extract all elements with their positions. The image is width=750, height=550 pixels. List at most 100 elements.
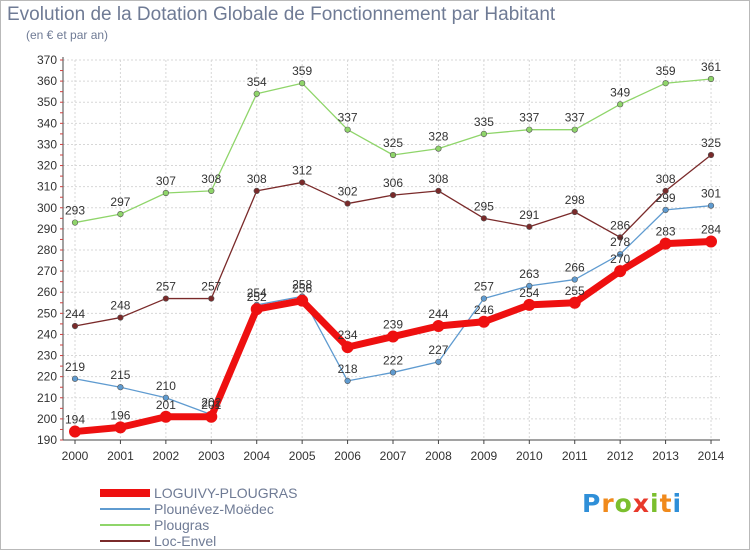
data-label: 222 — [383, 353, 403, 367]
data-label: 263 — [519, 267, 539, 281]
data-label: 337 — [519, 111, 539, 125]
data-label: 337 — [338, 111, 358, 125]
data-point — [526, 223, 533, 230]
data-point — [480, 215, 487, 222]
legend-label: Plounévez-Moëdec — [154, 501, 274, 517]
data-label: 254 — [519, 286, 539, 300]
y-tick-label: 290 — [37, 222, 57, 236]
data-label: 218 — [338, 362, 358, 376]
data-point — [299, 80, 306, 87]
data-point — [659, 237, 672, 250]
data-label: 312 — [292, 163, 312, 177]
y-tick-label: 330 — [37, 137, 57, 151]
data-label: 308 — [247, 172, 267, 186]
data-label: 202 — [201, 396, 221, 410]
y-tick-label: 280 — [37, 243, 57, 257]
data-label: 337 — [565, 111, 585, 125]
data-label: 359 — [656, 64, 676, 78]
y-tick-label: 310 — [37, 180, 57, 194]
x-tick-label: 2009 — [471, 449, 498, 463]
data-label: 194 — [65, 413, 85, 427]
data-label: 291 — [519, 208, 539, 222]
data-label: 256 — [292, 282, 312, 296]
data-point — [117, 384, 124, 391]
data-label: 293 — [65, 204, 85, 218]
logo-letter: r — [601, 489, 615, 518]
chart-title: Evolution de la Dotation Globale de Fonc… — [7, 4, 556, 25]
logo-letter: P — [582, 489, 602, 518]
data-label: 335 — [474, 115, 494, 129]
data-point — [617, 234, 624, 241]
legend-label: LOGUIVY-PLOUGRAS — [154, 485, 298, 501]
y-tick-label: 190 — [37, 433, 57, 447]
x-tick-label: 2005 — [289, 449, 316, 463]
data-point — [250, 303, 263, 316]
data-point — [571, 208, 578, 216]
data-label: 308 — [656, 172, 676, 186]
data-point — [568, 296, 581, 309]
y-tick-label: 250 — [37, 306, 57, 320]
x-tick-label: 2010 — [516, 449, 543, 463]
data-point — [571, 276, 578, 283]
data-label: 234 — [338, 328, 358, 342]
data-point — [707, 202, 715, 209]
data-label: 325 — [701, 136, 721, 150]
data-label: 295 — [474, 199, 494, 213]
data-label: 258 — [292, 277, 312, 291]
data-point — [477, 315, 490, 328]
data-point — [253, 187, 260, 194]
y-tick-label: 270 — [37, 264, 57, 278]
data-point — [705, 235, 718, 248]
logo-letter: i — [672, 489, 683, 518]
data-point — [480, 295, 487, 302]
data-point — [480, 130, 487, 137]
data-label: 278 — [610, 235, 630, 249]
data-label: 349 — [610, 85, 630, 99]
data-point — [208, 187, 215, 194]
data-label: 215 — [110, 368, 130, 382]
y-tick-label: 240 — [37, 327, 57, 341]
data-point — [523, 298, 536, 311]
y-tick-label: 200 — [37, 412, 57, 426]
data-point — [435, 145, 442, 152]
data-point — [389, 192, 397, 199]
data-point — [614, 265, 627, 278]
data-point — [389, 151, 397, 159]
data-label: 257 — [156, 280, 176, 294]
data-label: 283 — [656, 225, 676, 239]
logo-letter: o — [614, 489, 633, 518]
legend-swatch — [100, 508, 150, 510]
x-tick-label: 2007 — [380, 449, 407, 463]
data-label: 299 — [656, 191, 676, 205]
legend-swatch — [100, 489, 150, 497]
x-tick-label: 2003 — [198, 449, 225, 463]
data-label: 302 — [338, 185, 358, 199]
data-label: 227 — [428, 343, 448, 357]
data-point — [707, 151, 715, 159]
data-point — [387, 330, 400, 343]
data-point — [344, 126, 351, 133]
legend-swatch — [100, 540, 150, 542]
data-label: 246 — [474, 303, 494, 317]
data-point — [71, 219, 79, 226]
y-tick-label: 340 — [37, 116, 57, 130]
data-point — [296, 294, 309, 307]
data-label: 248 — [110, 299, 130, 313]
data-label: 244 — [65, 307, 85, 321]
y-tick-label: 220 — [37, 370, 57, 384]
data-point — [117, 314, 124, 321]
data-label: 201 — [156, 398, 176, 412]
x-tick-label: 2011 — [562, 449, 588, 463]
data-point — [432, 320, 445, 332]
x-tick-label: 2002 — [153, 449, 180, 463]
y-tick-label: 370 — [37, 53, 57, 67]
data-label: 354 — [247, 75, 267, 89]
data-label: 270 — [610, 252, 630, 266]
data-label: 254 — [247, 286, 267, 300]
logo-letter: x — [632, 489, 650, 518]
chart-subtitle: (en € et par an) — [26, 28, 109, 42]
y-tick-label: 320 — [37, 159, 57, 173]
legend-swatch — [100, 524, 150, 526]
proxiti-logo: Proxiti — [582, 489, 682, 518]
x-tick-label: 2006 — [334, 449, 361, 463]
